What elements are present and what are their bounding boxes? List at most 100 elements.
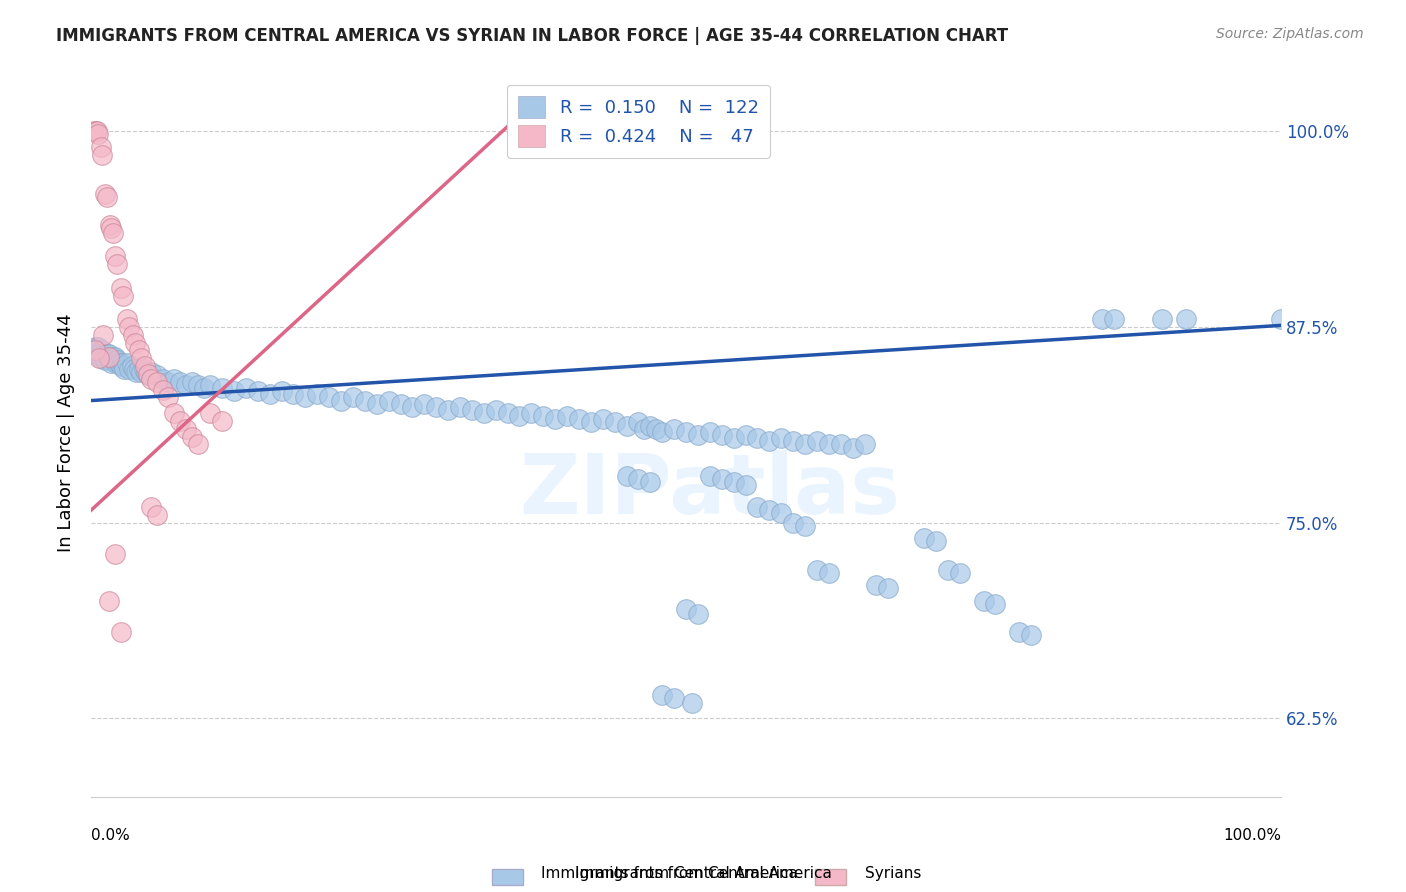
Point [96, 190, 118, 204]
Point [353, 393, 375, 408]
Point [747, 431, 769, 445]
Point [616, 468, 638, 483]
Point [794, 437, 817, 451]
Point [107, 356, 129, 370]
Point [98, 218, 121, 232]
Point [129, 365, 152, 379]
Point [198, 406, 221, 420]
Point [723, 431, 745, 445]
Point [181, 429, 204, 443]
Point [121, 327, 143, 342]
Point [723, 475, 745, 489]
Point [472, 406, 495, 420]
Point [98, 350, 121, 364]
Point [853, 437, 876, 451]
Point [544, 412, 567, 426]
Point [145, 375, 167, 389]
Text: 0.0%: 0.0% [91, 828, 129, 843]
Point [531, 409, 554, 424]
Point [100, 356, 122, 370]
Point [686, 428, 709, 442]
Point [112, 288, 135, 302]
Point [496, 406, 519, 420]
Point [135, 365, 157, 379]
Point [187, 437, 209, 451]
Point [169, 414, 191, 428]
Point [675, 602, 697, 616]
Text: 100.0%: 100.0% [1223, 828, 1281, 843]
Point [246, 384, 269, 399]
Point [163, 406, 186, 420]
Point [699, 468, 721, 483]
Point [83, 343, 105, 358]
Point [157, 391, 180, 405]
Point [782, 516, 804, 530]
Point [132, 362, 155, 376]
Point [152, 383, 174, 397]
Point [912, 532, 935, 546]
Point [193, 381, 215, 395]
Point [87, 340, 110, 354]
Point [758, 503, 780, 517]
Point [211, 381, 233, 395]
Point [734, 428, 756, 442]
Text: Syrians: Syrians [865, 866, 921, 881]
Point [389, 397, 412, 411]
Point [91, 346, 114, 360]
Point [401, 400, 423, 414]
Point [112, 359, 135, 373]
Point [100, 221, 122, 235]
Point [94, 186, 117, 201]
Point [555, 409, 578, 424]
Point [330, 393, 353, 408]
Point [90, 343, 112, 358]
Point [425, 400, 447, 414]
Point [121, 359, 143, 373]
Point [83, 343, 105, 358]
Point [681, 696, 703, 710]
Point [627, 472, 650, 486]
Point [817, 566, 839, 580]
Point [841, 441, 863, 455]
Point [128, 362, 150, 376]
Point [865, 578, 887, 592]
Point [1019, 628, 1042, 642]
Point [90, 351, 112, 366]
Point [94, 352, 117, 367]
Point [449, 400, 471, 414]
Point [122, 362, 145, 376]
Point [114, 362, 136, 376]
Point [104, 250, 127, 264]
Point [640, 475, 662, 489]
Point [1008, 625, 1031, 640]
Point [134, 359, 156, 373]
Point [136, 368, 159, 383]
Point [101, 350, 124, 364]
Point [806, 563, 828, 577]
Point [936, 563, 959, 577]
Point [984, 597, 1007, 611]
Point [782, 434, 804, 449]
Point [307, 387, 329, 401]
Point [710, 428, 733, 442]
Point [89, 351, 111, 366]
Point [118, 320, 141, 334]
Point [111, 356, 134, 370]
Legend: R =  0.150    N =  122, R =  0.424    N =   47: R = 0.150 N = 122, R = 0.424 N = 47 [508, 85, 769, 158]
Point [633, 422, 655, 436]
Point [508, 409, 530, 424]
Point [342, 391, 364, 405]
Point [124, 335, 146, 350]
Point [270, 384, 292, 399]
Point [103, 352, 125, 367]
Point [699, 425, 721, 439]
Point [86, 124, 108, 138]
Point [877, 582, 900, 596]
Point [181, 375, 204, 389]
Point [651, 688, 673, 702]
Point [640, 418, 662, 433]
Text: ZIPatlas: ZIPatlas [519, 450, 900, 532]
Point [96, 346, 118, 360]
Point [1104, 312, 1126, 326]
Point [136, 367, 159, 381]
